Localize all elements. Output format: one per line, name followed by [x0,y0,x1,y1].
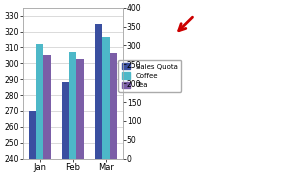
Bar [102,37,110,159]
Bar [95,24,102,176]
Bar [76,59,84,159]
Bar [36,43,43,159]
Legend: Sales Quota, Coffee, Tea: Sales Quota, Coffee, Tea [118,60,181,92]
Bar [62,82,69,176]
Bar [110,53,117,159]
Bar [69,52,76,159]
Bar [29,111,36,176]
Bar [43,55,51,159]
